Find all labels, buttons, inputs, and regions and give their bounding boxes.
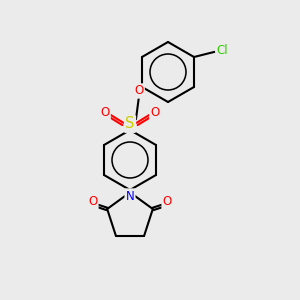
Text: Cl: Cl (216, 44, 228, 56)
Text: N: N (126, 190, 134, 202)
Text: O: O (88, 196, 98, 208)
Text: O: O (134, 85, 144, 98)
Text: O: O (150, 106, 160, 119)
Text: O: O (100, 106, 109, 119)
Text: O: O (163, 196, 172, 208)
Text: S: S (125, 116, 135, 131)
